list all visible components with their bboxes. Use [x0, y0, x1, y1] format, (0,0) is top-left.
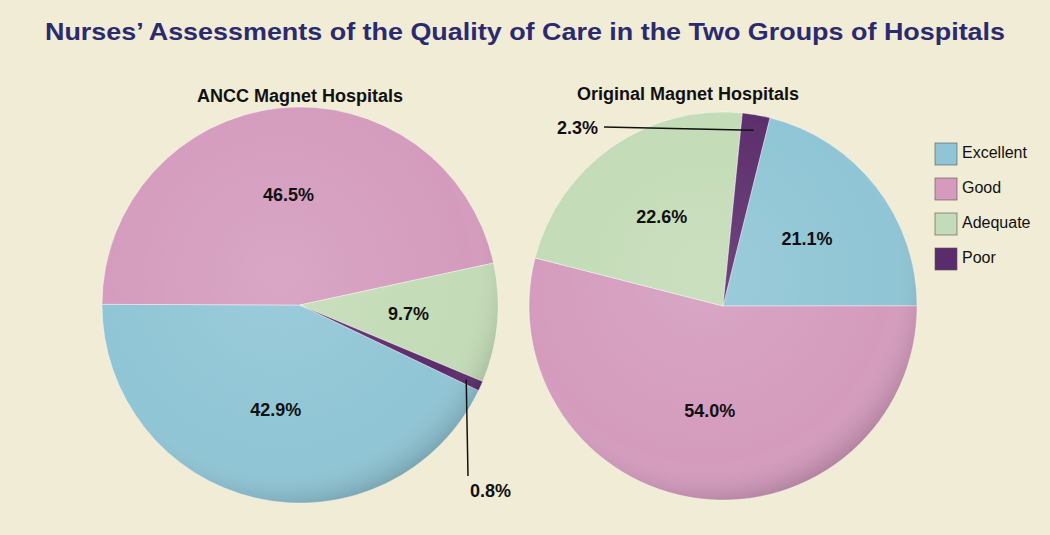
leader-line	[466, 380, 468, 476]
leader-line	[604, 127, 754, 130]
legend-label: Good	[962, 179, 1001, 196]
background	[0, 0, 1050, 535]
pie-slice: Poor	[723, 113, 770, 306]
pie: ExcellentGoodAdequatePoor	[529, 112, 917, 500]
legend-swatch	[935, 143, 957, 165]
legend-label: Excellent	[962, 144, 1027, 161]
pie-title: Original Magnet Hospitals	[577, 84, 799, 104]
data-label: 2.3%	[557, 118, 598, 138]
legend-swatch	[935, 178, 957, 200]
pie-slice: Good	[102, 107, 494, 305]
legend-swatch	[935, 213, 957, 235]
title: Nurses’ Assessments of the Quality of Ca…	[45, 18, 1005, 45]
pie-shade	[529, 112, 917, 500]
legend-label: Adequate	[962, 214, 1031, 231]
data-label: 0.8%	[470, 481, 511, 501]
data-label: 9.7%	[388, 304, 429, 324]
legend-swatch	[935, 248, 957, 270]
pie: ExcellentGoodAdequatePoor	[102, 107, 498, 503]
chart-root: Nurses’ Assessments of the Quality of Ca…	[0, 0, 1050, 535]
legend-label: Poor	[962, 249, 996, 266]
data-label: 54.0%	[684, 401, 735, 421]
data-label: 42.9%	[250, 400, 301, 420]
pie-shade	[102, 107, 498, 503]
pie-slice: Adequate	[300, 263, 498, 381]
data-label: 46.5%	[263, 185, 314, 205]
data-label: 21.1%	[782, 229, 833, 249]
pie-slice: Adequate	[535, 112, 742, 306]
pie-title: ANCC Magnet Hospitals	[197, 86, 403, 106]
data-label: 22.6%	[636, 207, 687, 227]
legend: Excellent Good Adequate Poor	[935, 143, 1031, 270]
